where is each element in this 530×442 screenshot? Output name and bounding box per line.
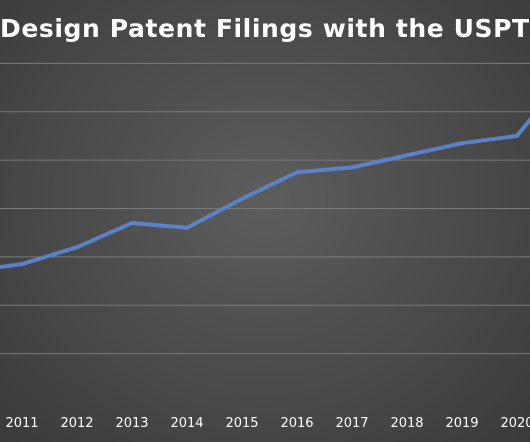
data-point	[460, 141, 464, 146]
data-point	[20, 262, 24, 267]
data-point	[185, 225, 189, 230]
data-point	[75, 245, 79, 250]
x-tick-label: 2016	[280, 416, 313, 431]
x-tick-label: 2018	[390, 416, 423, 431]
chart-title: Design Patent Filings with the USPTO	[0, 14, 530, 43]
x-tick-label: 2019	[445, 416, 478, 431]
data-point	[240, 196, 244, 201]
x-tick-label: 2017	[335, 416, 368, 431]
data-point	[405, 153, 409, 158]
series-line	[0, 116, 530, 270]
x-tick-label: 2020	[500, 416, 530, 431]
x-tick-label: 2013	[115, 416, 148, 431]
data-point	[515, 133, 519, 138]
x-tick-label: 2012	[60, 416, 93, 431]
x-tick-label: 2011	[5, 416, 38, 431]
data-point	[295, 170, 299, 175]
x-tick-label: 2014	[170, 416, 203, 431]
x-tick-label: 2015	[225, 416, 258, 431]
data-point	[350, 165, 354, 170]
data-point	[130, 221, 134, 226]
